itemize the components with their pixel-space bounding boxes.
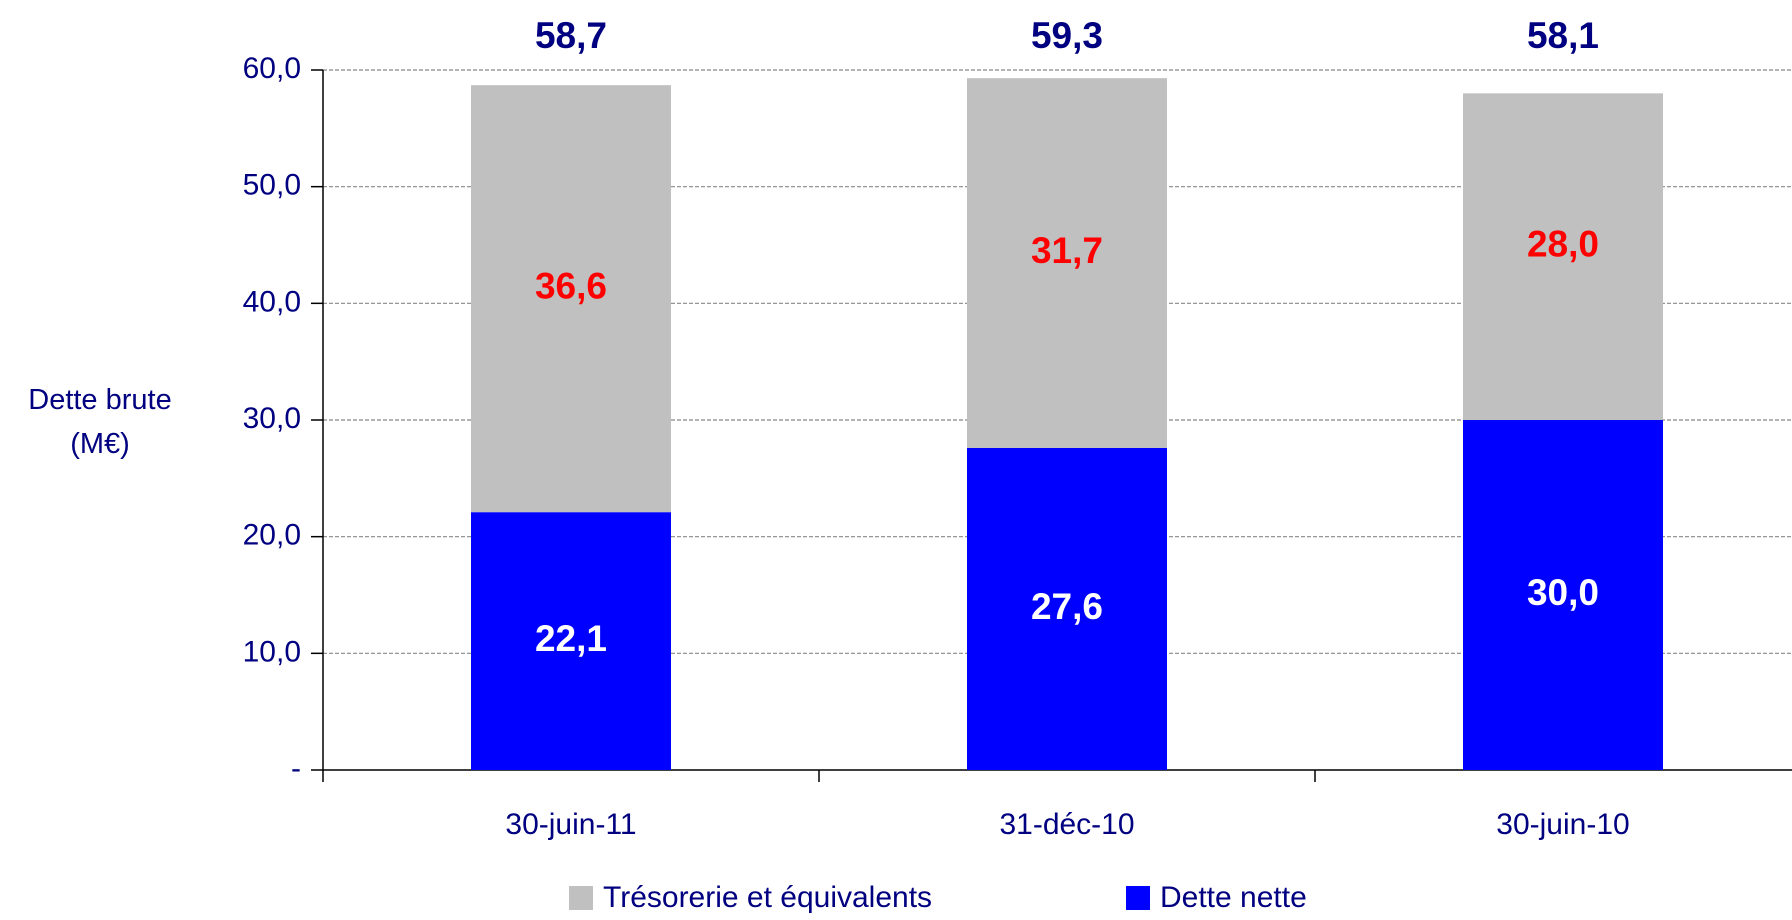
legend-swatch <box>569 886 593 910</box>
legend-swatch <box>1126 886 1150 910</box>
legend-label: Trésorerie et équivalents <box>603 881 932 914</box>
value-label: 22,1 <box>535 618 607 659</box>
value-label: 27,6 <box>1031 586 1103 627</box>
y-tick-label: 20,0 <box>243 519 301 552</box>
total-label: 58,1 <box>1527 15 1599 56</box>
bar-segment <box>967 448 1167 770</box>
y-tick-label: 50,0 <box>243 169 301 202</box>
bar-segment <box>1463 420 1663 770</box>
x-tick-label: 30-juin-11 <box>505 808 636 841</box>
x-tick-label: 31-déc-10 <box>999 808 1134 841</box>
y-tick-label: 40,0 <box>243 285 301 318</box>
bar-segment <box>967 78 1167 449</box>
y-tick-label: 30,0 <box>243 402 301 435</box>
y-tick-label: - <box>291 752 301 785</box>
y-tick-label: 60,0 <box>243 52 301 85</box>
bar-segment <box>1463 93 1663 420</box>
legend-label: Dette nette <box>1160 881 1307 914</box>
x-tick-label: 30-juin-10 <box>1496 808 1629 841</box>
value-label: 36,6 <box>535 265 607 306</box>
bar-segment <box>471 85 671 513</box>
value-label: 28,0 <box>1527 223 1599 264</box>
total-label: 58,7 <box>535 15 607 56</box>
total-label: 59,3 <box>1031 15 1103 56</box>
y-axis-title: Dette brute (M€) <box>28 384 172 460</box>
bar-segment <box>471 512 671 770</box>
value-label: 30,0 <box>1527 572 1599 613</box>
value-label: 31,7 <box>1031 230 1103 271</box>
y-tick-label: 10,0 <box>243 635 301 668</box>
